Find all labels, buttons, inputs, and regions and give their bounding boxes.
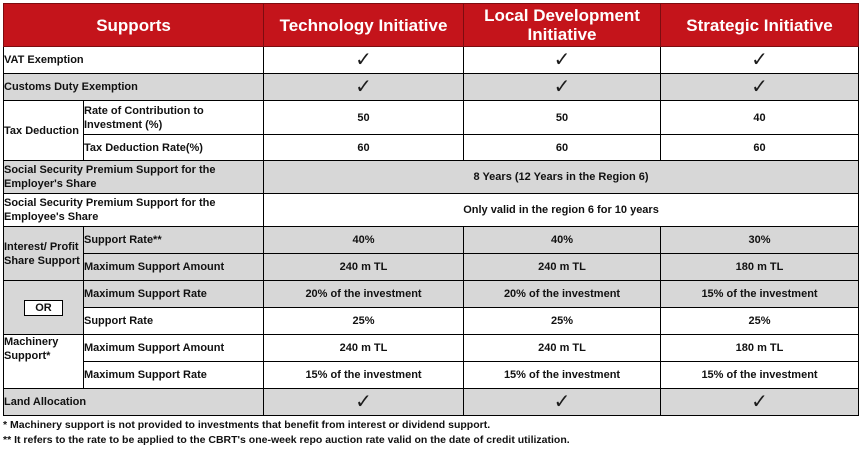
tax-deduction-rate-label: Tax Deduction Rate(%) — [82, 134, 265, 161]
machinery-rate-value: 25% — [660, 307, 860, 335]
interest-rate-label: Support Rate** — [82, 226, 265, 254]
interest-rate-row: Interest/ Profit Share Support Support R… — [3, 226, 860, 281]
check-icon: ✓ — [751, 76, 768, 98]
land-label: Land Allocation — [2, 388, 265, 416]
interest-maxrate-value: 20% of the investment — [463, 280, 662, 308]
machinery-maxrate-label: Maximum Support Rate — [82, 361, 265, 389]
machinery-group-label: Machinery Support* — [3, 334, 84, 389]
header-supports: Supports — [2, 3, 265, 47]
machinery-maxrate-value: 15% of the investment — [263, 361, 465, 389]
tax-contribution-value: 50 — [463, 100, 662, 135]
check-icon: ✓ — [355, 49, 372, 71]
interest-amount-label: Maximum Support Amount — [82, 253, 265, 281]
check-icon: ✓ — [553, 49, 571, 71]
interest-rate-value: 40% — [263, 226, 465, 254]
machinery-amount-value: 240 m TL — [263, 334, 465, 362]
vat-row: VAT Exemption ✓ ✓ ✓ — [2, 46, 860, 74]
supports-table: Supports Technology Initiative Local Dev… — [2, 3, 860, 416]
tax-deduction-row: Tax Deduction Rate(%) 60 60 60 — [4, 134, 860, 161]
machinery-maxrate-value: 15% of the investment — [463, 361, 662, 389]
ss-employer-row: Social Security Premium Support for the … — [2, 160, 860, 194]
tax-contribution-row: Tax Deduction Rate of Contribution to In… — [3, 100, 860, 161]
check-icon: ✓ — [553, 76, 571, 98]
interest-rate-value: 40% — [463, 226, 662, 254]
header-strategic-initiative: Strategic Initiative — [660, 3, 860, 47]
land-row: Land Allocation ✓ ✓ ✓ — [2, 388, 860, 416]
ss-employee-value: Only valid in the region 6 for 10 years — [263, 193, 860, 227]
ss-employer-label: Social Security Premium Support for the … — [2, 160, 265, 194]
tax-deduction-group-label: Tax Deduction — [3, 100, 84, 161]
interest-maxrate-row: OR Maximum Support Rate 20% of the inves… — [3, 280, 860, 335]
ss-employer-value: 8 Years (12 Years in the Region 6) — [263, 160, 860, 194]
interest-amount-value: 180 m TL — [660, 253, 860, 281]
tax-contribution-value: 50 — [263, 100, 465, 135]
machinery-rate-row: Support Rate 25% 25% 25% — [4, 307, 860, 335]
interest-amount-value: 240 m TL — [463, 253, 662, 281]
or-label: OR — [24, 299, 63, 316]
machinery-rate-value: 25% — [463, 307, 662, 335]
tax-deduction-value: 60 — [463, 134, 662, 161]
machinery-rate-value: 25% — [263, 307, 465, 335]
machinery-amount-value: 180 m TL — [660, 334, 860, 362]
vat-label: VAT Exemption — [2, 46, 265, 74]
interest-maxrate-value: 15% of the investment — [660, 280, 860, 308]
interest-rate-value: 30% — [660, 226, 860, 254]
header-local-development-initiative: Local Development Initiative — [463, 3, 662, 47]
footnotes: * Machinery support is not provided to i… — [3, 418, 858, 448]
or-cell: OR — [3, 280, 84, 335]
interest-amount-row: Maximum Support Amount 240 m TL 240 m TL… — [4, 253, 860, 281]
tax-deduction-value: 60 — [660, 134, 860, 161]
check-icon: ✓ — [751, 49, 768, 71]
machinery-amount-row: Machinery Support* Maximum Support Amoun… — [3, 334, 860, 389]
machinery-maxrate-row: Maximum Support Rate 15% of the investme… — [4, 361, 860, 389]
tax-deduction-value: 60 — [263, 134, 465, 161]
machinery-maxrate-value: 15% of the investment — [660, 361, 860, 389]
ss-employee-row: Social Security Premium Support for the … — [2, 193, 860, 227]
tax-contribution-value: 40 — [660, 100, 860, 135]
interest-maxrate-label: Maximum Support Rate — [82, 280, 265, 308]
table-header-row: Supports Technology Initiative Local Dev… — [2, 3, 860, 47]
check-icon: ✓ — [355, 76, 372, 98]
interest-amount-value: 240 m TL — [263, 253, 465, 281]
customs-label: Customs Duty Exemption — [2, 73, 265, 101]
header-technology-initiative: Technology Initiative — [263, 3, 465, 47]
ss-employee-label: Social Security Premium Support for the … — [2, 193, 265, 227]
interest-group-label: Interest/ Profit Share Support — [3, 226, 84, 281]
check-icon: ✓ — [355, 391, 372, 413]
check-icon: ✓ — [751, 391, 768, 413]
customs-row: Customs Duty Exemption ✓ ✓ ✓ — [2, 73, 860, 101]
footnote-machinery: * Machinery support is not provided to i… — [3, 419, 491, 431]
footnote-cbrt-rate: ** It refers to the rate to be applied t… — [3, 434, 570, 446]
machinery-rate-label: Support Rate — [82, 307, 265, 335]
tax-contribution-label: Rate of Contribution to Investment (%) — [82, 100, 265, 135]
interest-maxrate-value: 20% of the investment — [263, 280, 465, 308]
check-icon: ✓ — [553, 391, 571, 413]
machinery-amount-value: 240 m TL — [463, 334, 662, 362]
machinery-amount-label: Maximum Support Amount — [82, 334, 265, 362]
